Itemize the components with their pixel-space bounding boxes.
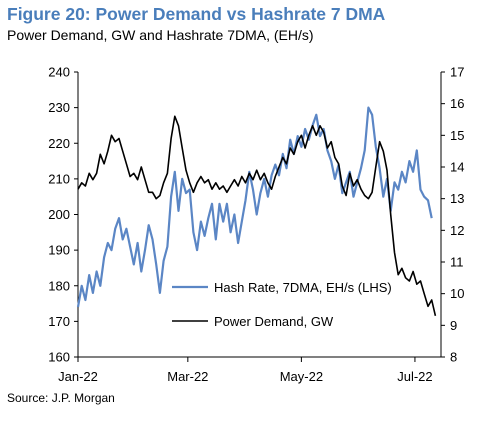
power-demand-line bbox=[77, 115, 437, 316]
left-tick-label: 240 bbox=[48, 65, 70, 80]
left-tick-label: 180 bbox=[48, 278, 70, 293]
right-tick-label: 16 bbox=[450, 96, 464, 111]
x-tick-label: Mar-22 bbox=[167, 369, 208, 384]
x-tick-label: Jan-22 bbox=[58, 369, 98, 384]
chart-title: Figure 20: Power Demand vs Hashrate 7 DM… bbox=[7, 4, 386, 24]
legend-label-power: Power Demand, GW bbox=[214, 314, 334, 329]
legend: Hash Rate, 7DMA, EH/s (LHS) Power Demand… bbox=[172, 280, 392, 329]
left-y-axis: 160 170 180 190 200 210 220 230 240 bbox=[48, 65, 78, 365]
right-tick-label: 11 bbox=[450, 255, 464, 270]
left-tick-label: 230 bbox=[48, 100, 70, 115]
chart-subtitle: Power Demand, GW and Hashrate 7DMA, (EH/… bbox=[7, 27, 314, 43]
right-tick-label: 9 bbox=[450, 318, 457, 333]
source-note: Source: J.P. Morgan bbox=[7, 391, 115, 405]
right-tick-label: 12 bbox=[450, 223, 464, 238]
right-tick-label: 8 bbox=[450, 350, 457, 365]
left-tick-label: 220 bbox=[48, 136, 70, 151]
legend-label-hashrate: Hash Rate, 7DMA, EH/s (LHS) bbox=[214, 280, 392, 295]
right-tick-label: 17 bbox=[450, 65, 464, 80]
left-tick-label: 170 bbox=[48, 314, 70, 329]
x-tick-label: Jul-22 bbox=[397, 369, 432, 384]
right-tick-label: 15 bbox=[450, 128, 464, 143]
right-tick-label: 10 bbox=[450, 286, 464, 301]
left-tick-label: 200 bbox=[48, 207, 70, 222]
right-y-axis: 8 9 10 11 12 13 14 15 16 17 bbox=[441, 65, 464, 365]
x-tick-label: May-22 bbox=[280, 369, 323, 384]
right-tick-label: 14 bbox=[450, 160, 464, 175]
left-tick-label: 160 bbox=[48, 350, 70, 365]
x-axis: Jan-22 Mar-22 May-22 Jul-22 bbox=[58, 357, 433, 384]
series-lines bbox=[76, 106, 437, 316]
right-tick-label: 13 bbox=[450, 191, 464, 206]
hashrate-line bbox=[76, 106, 433, 308]
left-tick-label: 190 bbox=[48, 243, 70, 258]
left-tick-label: 210 bbox=[48, 171, 70, 186]
